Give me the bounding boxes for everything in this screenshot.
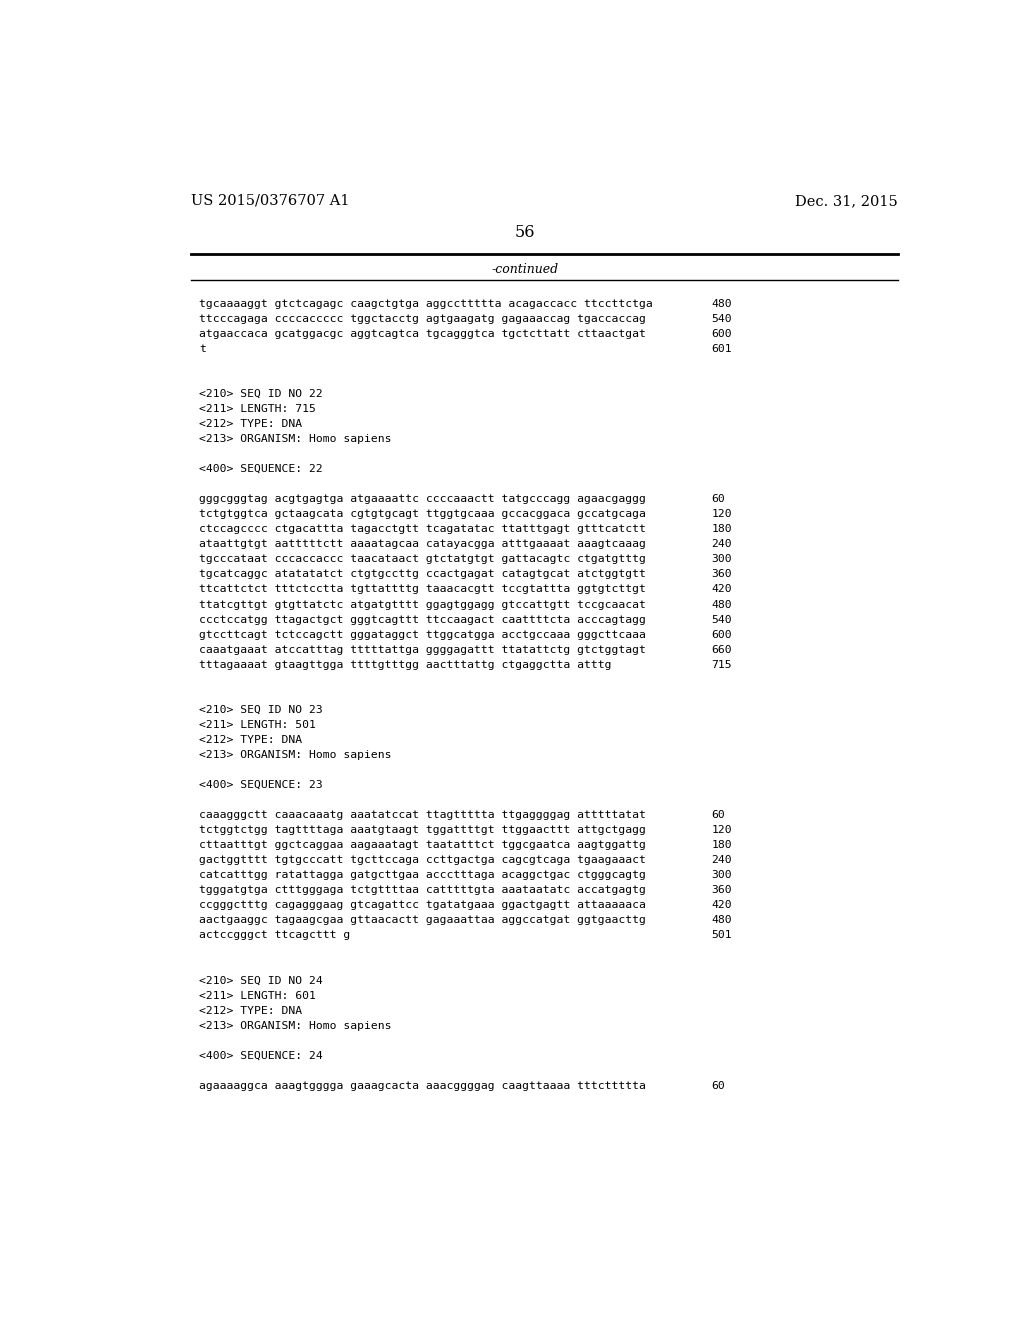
Text: tgggatgtga ctttgggaga tctgttttaa catttttgta aaataatatc accatgagtg: tgggatgtga ctttgggaga tctgttttaa cattttt… [200,886,646,895]
Text: 120: 120 [712,825,732,836]
Text: 480: 480 [712,599,732,610]
Text: gactggtttt tgtgcccatt tgcttccaga ccttgactga cagcgtcaga tgaagaaact: gactggtttt tgtgcccatt tgcttccaga ccttgac… [200,855,646,865]
Text: 60: 60 [712,494,725,504]
Text: US 2015/0376707 A1: US 2015/0376707 A1 [191,194,350,209]
Text: 480: 480 [712,915,732,925]
Text: caaagggctt caaacaaatg aaatatccat ttagttttta ttgaggggag atttttatat: caaagggctt caaacaaatg aaatatccat ttagttt… [200,810,646,820]
Text: ttcccagaga ccccaccccc tggctacctg agtgaagatg gagaaaccag tgaccaccag: ttcccagaga ccccaccccc tggctacctg agtgaag… [200,314,646,323]
Text: <213> ORGANISM: Homo sapiens: <213> ORGANISM: Homo sapiens [200,1020,392,1031]
Text: <211> LENGTH: 601: <211> LENGTH: 601 [200,990,316,1001]
Text: 180: 180 [712,841,732,850]
Text: 715: 715 [712,660,732,669]
Text: tctgtggtca gctaagcata cgtgtgcagt ttggtgcaaa gccacggaca gccatgcaga: tctgtggtca gctaagcata cgtgtgcagt ttggtgc… [200,510,646,519]
Text: 240: 240 [712,855,732,865]
Text: tgcaaaaggt gtctcagagc caagctgtga aggccttttta acagaccacc ttccttctga: tgcaaaaggt gtctcagagc caagctgtga aggcctt… [200,298,653,309]
Text: tgcatcaggc atatatatct ctgtgccttg ccactgagat catagtgcat atctggtgtt: tgcatcaggc atatatatct ctgtgccttg ccactga… [200,569,646,579]
Text: 601: 601 [712,343,732,354]
Text: <213> ORGANISM: Homo sapiens: <213> ORGANISM: Homo sapiens [200,750,392,760]
Text: 360: 360 [712,569,732,579]
Text: atgaaccaca gcatggacgc aggtcagtca tgcagggtca tgctcttatt cttaactgat: atgaaccaca gcatggacgc aggtcagtca tgcaggg… [200,329,646,339]
Text: agaaaaggca aaagtgggga gaaagcacta aaacggggag caagttaaaa tttcttttta: agaaaaggca aaagtgggga gaaagcacta aaacggg… [200,1081,646,1090]
Text: gtccttcagt tctccagctt gggataggct ttggcatgga acctgccaaa gggcttcaaa: gtccttcagt tctccagctt gggataggct ttggcat… [200,630,646,640]
Text: 60: 60 [712,1081,725,1090]
Text: 180: 180 [712,524,732,535]
Text: 240: 240 [712,540,732,549]
Text: 420: 420 [712,585,732,594]
Text: actccgggct ttcagcttt g: actccgggct ttcagcttt g [200,931,350,940]
Text: 120: 120 [712,510,732,519]
Text: tgcccataat cccaccaccc taacataact gtctatgtgt gattacagtc ctgatgtttg: tgcccataat cccaccaccc taacataact gtctatg… [200,554,646,565]
Text: <212> TYPE: DNA: <212> TYPE: DNA [200,735,302,744]
Text: aactgaaggc tagaagcgaa gttaacactt gagaaattaa aggccatgat ggtgaacttg: aactgaaggc tagaagcgaa gttaacactt gagaaat… [200,915,646,925]
Text: <400> SEQUENCE: 22: <400> SEQUENCE: 22 [200,465,324,474]
Text: ttatcgttgt gtgttatctc atgatgtttt ggagtggagg gtccattgtt tccgcaacat: ttatcgttgt gtgttatctc atgatgtttt ggagtgg… [200,599,646,610]
Text: -continued: -continued [492,263,558,276]
Text: gggcgggtag acgtgagtga atgaaaattc ccccaaactt tatgcccagg agaacgaggg: gggcgggtag acgtgagtga atgaaaattc ccccaaa… [200,494,646,504]
Text: <212> TYPE: DNA: <212> TYPE: DNA [200,418,302,429]
Text: 480: 480 [712,298,732,309]
Text: 540: 540 [712,314,732,323]
Text: tttagaaaat gtaagttgga ttttgtttgg aactttattg ctgaggctta atttg: tttagaaaat gtaagttgga ttttgtttgg aacttta… [200,660,612,669]
Text: <400> SEQUENCE: 23: <400> SEQUENCE: 23 [200,780,324,791]
Text: <210> SEQ ID NO 24: <210> SEQ ID NO 24 [200,975,324,986]
Text: 300: 300 [712,870,732,880]
Text: ctccagcccc ctgacattta tagacctgtt tcagatatac ttatttgagt gtttcatctt: ctccagcccc ctgacattta tagacctgtt tcagata… [200,524,646,535]
Text: 360: 360 [712,886,732,895]
Text: 540: 540 [712,615,732,624]
Text: 420: 420 [712,900,732,911]
Text: ccgggctttg cagagggaag gtcagattcc tgatatgaaa ggactgagtt attaaaaaca: ccgggctttg cagagggaag gtcagattcc tgatatg… [200,900,646,911]
Text: 660: 660 [712,644,732,655]
Text: <210> SEQ ID NO 23: <210> SEQ ID NO 23 [200,705,324,715]
Text: <212> TYPE: DNA: <212> TYPE: DNA [200,1006,302,1015]
Text: t: t [200,343,206,354]
Text: 300: 300 [712,554,732,565]
Text: catcatttgg ratattagga gatgcttgaa accctttaga acaggctgac ctgggcagtg: catcatttgg ratattagga gatgcttgaa acccttt… [200,870,646,880]
Text: <400> SEQUENCE: 24: <400> SEQUENCE: 24 [200,1051,324,1061]
Text: <213> ORGANISM: Homo sapiens: <213> ORGANISM: Homo sapiens [200,434,392,444]
Text: cttaatttgt ggctcaggaa aagaaatagt taatatttct tggcgaatca aagtggattg: cttaatttgt ggctcaggaa aagaaatagt taatatt… [200,841,646,850]
Text: 56: 56 [514,224,536,242]
Text: <210> SEQ ID NO 22: <210> SEQ ID NO 22 [200,389,324,399]
Text: 600: 600 [712,630,732,640]
Text: 501: 501 [712,931,732,940]
Text: Dec. 31, 2015: Dec. 31, 2015 [795,194,898,209]
Text: <211> LENGTH: 715: <211> LENGTH: 715 [200,404,316,414]
Text: <211> LENGTH: 501: <211> LENGTH: 501 [200,719,316,730]
Text: ttcattctct tttctcctta tgttattttg taaacacgtt tccgtattta ggtgtcttgt: ttcattctct tttctcctta tgttattttg taaacac… [200,585,646,594]
Text: 600: 600 [712,329,732,339]
Text: tctggtctgg tagttttaga aaatgtaagt tggattttgt ttggaacttt attgctgagg: tctggtctgg tagttttaga aaatgtaagt tggattt… [200,825,646,836]
Text: ccctccatgg ttagactgct gggtcagttt ttccaagact caattttcta acccagtagg: ccctccatgg ttagactgct gggtcagttt ttccaag… [200,615,646,624]
Text: ataattgtgt aatttttctt aaaatagcaa catayacgga atttgaaaat aaagtcaaag: ataattgtgt aatttttctt aaaatagcaa catayac… [200,540,646,549]
Text: caaatgaaat atccatttag tttttattga ggggagattt ttatattctg gtctggtagt: caaatgaaat atccatttag tttttattga ggggaga… [200,644,646,655]
Text: 60: 60 [712,810,725,820]
